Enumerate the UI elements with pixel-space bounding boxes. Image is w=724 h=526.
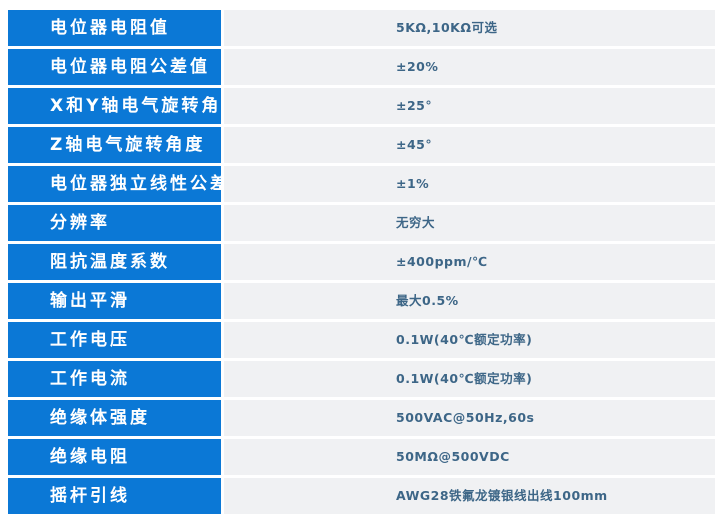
spec-value: ±45°	[224, 127, 715, 163]
table-row: 阻抗温度系数 ±400ppm/℃	[8, 244, 715, 280]
spec-label: 电位器电阻公差值	[8, 49, 221, 85]
table-row: Z轴电气旋转角度 ±45°	[8, 127, 715, 163]
table-row: 绝缘电阻 50MΩ@500VDC	[8, 439, 715, 475]
spec-value: 无穷大	[224, 205, 715, 241]
spec-value: 500VAC@50Hz,60s	[224, 400, 715, 436]
spec-label: 分辨率	[8, 205, 221, 241]
spec-label: 工作电流	[8, 361, 221, 397]
spec-value: 50MΩ@500VDC	[224, 439, 715, 475]
spec-label: 输出平滑	[8, 283, 221, 319]
spec-value: 最大0.5%	[224, 283, 715, 319]
spec-value: ±400ppm/℃	[224, 244, 715, 280]
spec-label: 电位器电阻值	[8, 10, 221, 46]
spec-label: 工作电压	[8, 322, 221, 358]
table-row: 工作电压 0.1W(40℃额定功率)	[8, 322, 715, 358]
table-row: 电位器电阻公差值 ±20%	[8, 49, 715, 85]
table-row: 工作电流 0.1W(40℃额定功率)	[8, 361, 715, 397]
spec-value: 0.1W(40℃额定功率)	[224, 322, 715, 358]
spec-label: 电位器独立线性公差	[8, 166, 227, 202]
spec-value: AWG28铁氟龙镀银线出线100mm	[224, 478, 715, 514]
table-row: 分辨率 无穷大	[8, 205, 715, 241]
spec-value: 0.1W(40℃额定功率)	[224, 361, 715, 397]
table-row: 绝缘体强度 500VAC@50Hz,60s	[8, 400, 715, 436]
table-row: 电位器电阻值 5KΩ,10KΩ可选	[8, 10, 715, 46]
spec-value: ±20%	[224, 49, 715, 85]
spec-value: 5KΩ,10KΩ可选	[224, 10, 715, 46]
spec-label: Z轴电气旋转角度	[8, 127, 221, 163]
spec-label: 摇杆引线	[8, 478, 221, 514]
spec-label: 阻抗温度系数	[8, 244, 221, 280]
table-row: 摇杆引线 AWG28铁氟龙镀银线出线100mm	[8, 478, 715, 514]
spec-value: ±25°	[224, 88, 715, 124]
spec-label: X和Y轴电气旋转角度	[8, 88, 238, 124]
spec-label: 绝缘电阻	[8, 439, 221, 475]
spec-table: 电位器电阻值 5KΩ,10KΩ可选 电位器电阻公差值 ±20% X和Y轴电气旋转角度 ±2…	[8, 10, 715, 517]
table-row: 输出平滑 最大0.5%	[8, 283, 715, 319]
table-row: X和Y轴电气旋转角度 ±25°	[8, 88, 715, 124]
table-row: 电位器独立线性公差 ±1%	[8, 166, 715, 202]
spec-value: ±1%	[224, 166, 715, 202]
spec-label: 绝缘体强度	[8, 400, 221, 436]
